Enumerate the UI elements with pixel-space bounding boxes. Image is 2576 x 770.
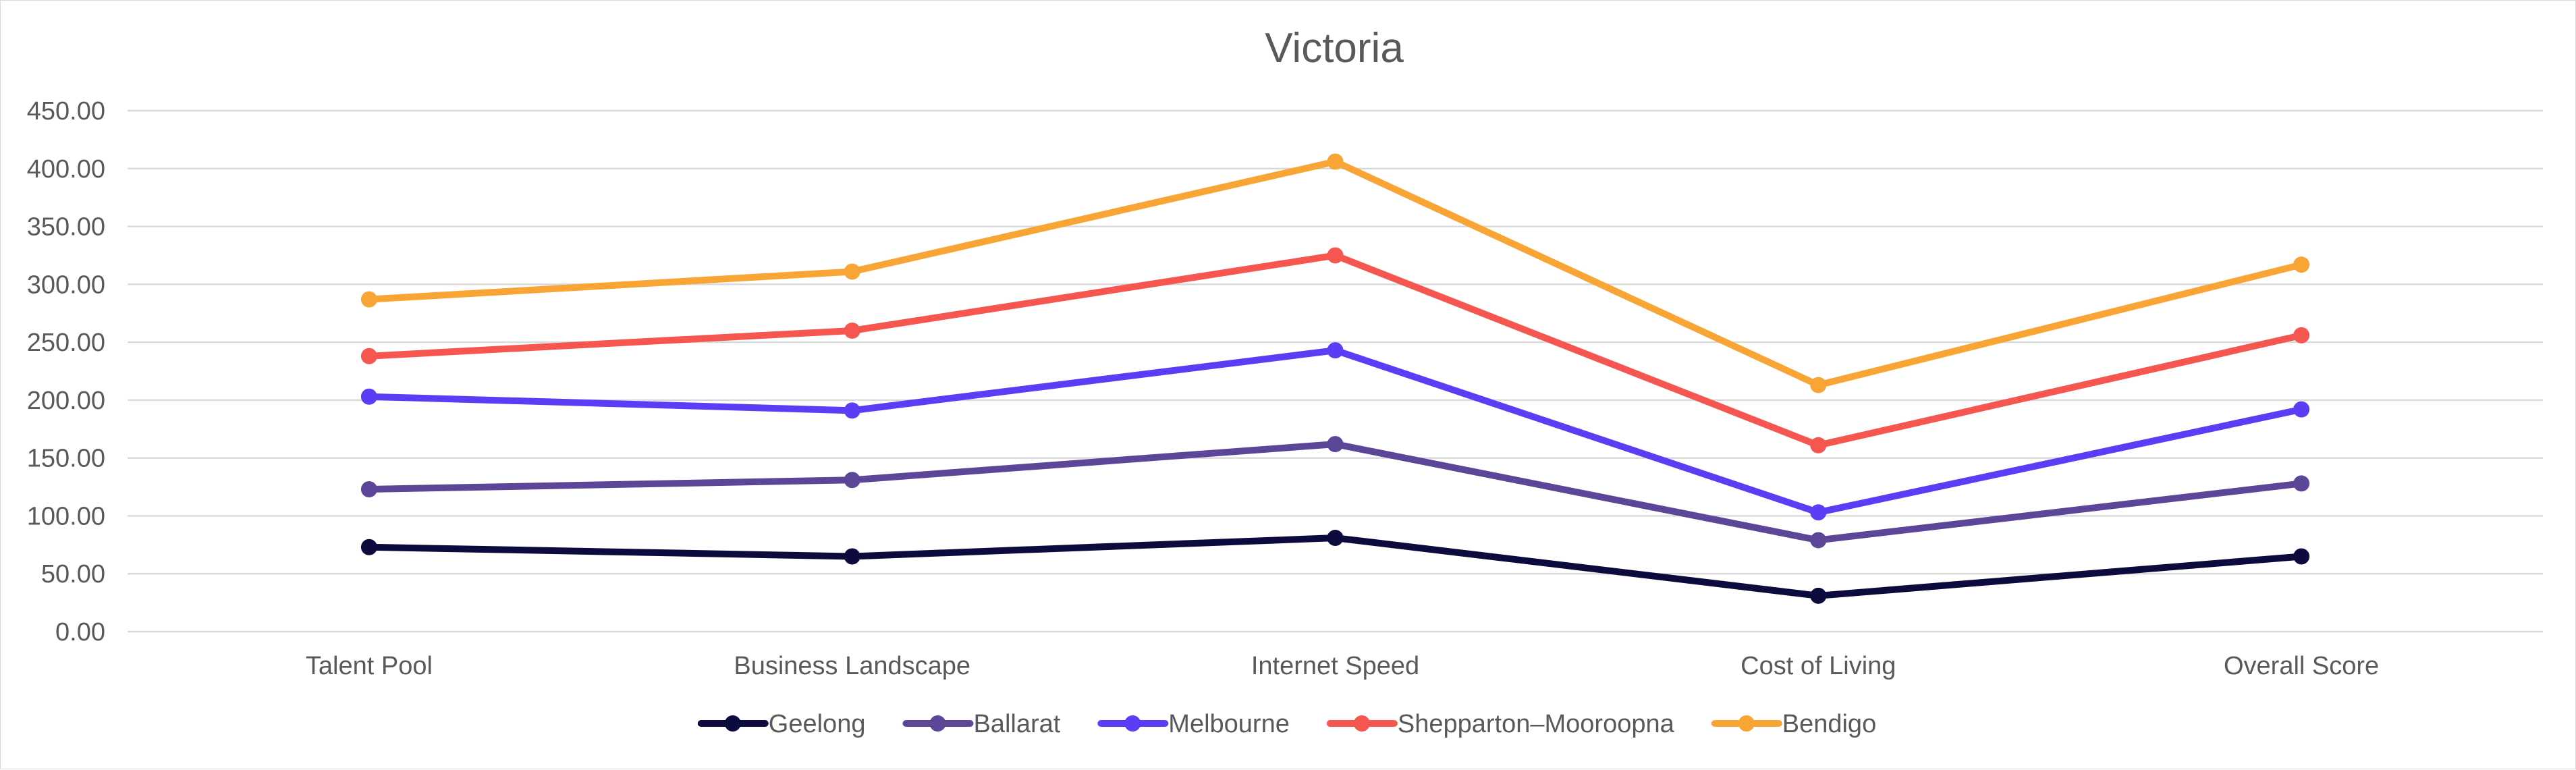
data-point (2293, 401, 2310, 418)
data-point (360, 480, 377, 497)
data-point (1327, 153, 1344, 170)
series-line (365, 534, 2305, 599)
series-geelong (360, 530, 2310, 604)
legend-label: Geelong (769, 710, 866, 738)
data-point (1810, 437, 1827, 453)
legend-label: Shepparton–Mooroopna (1398, 710, 1675, 738)
x-tick-label: Business Landscape (734, 652, 970, 680)
data-point (1810, 377, 1827, 393)
legend-swatch-marker (929, 715, 946, 732)
series-melbourne (360, 342, 2310, 521)
x-tick-label: Internet Speed (1251, 652, 1419, 680)
data-point (1810, 587, 1827, 604)
x-tick-label: Cost of Living (1741, 652, 1896, 680)
data-point (360, 348, 377, 364)
y-axis-tick-labels: 0.00 50.00 100.00 150.00 200.00 250.00 300.00 3… (27, 97, 105, 647)
data-point (844, 548, 860, 565)
y-tick-label: 100.00 (27, 502, 105, 530)
y-tick-label: 50.00 (41, 560, 105, 588)
data-point (844, 472, 860, 489)
series-line (365, 347, 2305, 516)
y-tick-label: 200.00 (27, 387, 105, 415)
series-plot-area (360, 153, 2310, 604)
y-tick-label: 450.00 (27, 97, 105, 126)
legend-item: Shepparton–Mooroopna (1326, 710, 1675, 738)
y-tick-label: 300.00 (27, 271, 105, 299)
x-tick-label: Talent Pool (306, 652, 433, 680)
legend-item: Geelong (697, 710, 866, 738)
data-point (360, 388, 377, 405)
data-point (2293, 327, 2310, 343)
x-axis-tick-labels: Talent Pool Business Landscape Internet Sp… (306, 652, 2379, 680)
legend-item: Bendigo (1711, 710, 1876, 738)
data-point (1327, 342, 1344, 359)
chart-title: Victoria (1265, 25, 1404, 72)
data-point (1327, 436, 1344, 453)
data-point (2293, 475, 2310, 492)
legend: Geelong Ballarat Melbourne Shepparton–Mooro… (697, 710, 1876, 738)
gridlines (128, 109, 2543, 633)
y-tick-label: 350.00 (27, 213, 105, 242)
series-ballarat (360, 436, 2310, 549)
legend-label: Ballarat (973, 710, 1060, 738)
data-point (844, 322, 860, 339)
data-point (1810, 504, 1827, 521)
legend-item: Ballarat (902, 710, 1061, 738)
y-tick-label: 150.00 (27, 445, 105, 473)
data-point (1810, 532, 1827, 549)
data-point (844, 402, 860, 419)
legend-label: Melbourne (1168, 710, 1290, 738)
legend-label: Bendigo (1782, 710, 1876, 738)
series-shepparton-mooroopna (360, 247, 2310, 453)
y-tick-label: 0.00 (55, 618, 105, 647)
legend-swatch-marker (724, 715, 741, 732)
data-point (1327, 247, 1344, 264)
data-point (360, 291, 377, 308)
series-bendigo (360, 153, 2310, 393)
y-tick-label: 250.00 (27, 329, 105, 357)
legend-swatch-marker (1124, 715, 1141, 732)
data-point (1327, 530, 1344, 547)
y-tick-label: 400.00 (27, 155, 105, 184)
data-point (2293, 256, 2310, 273)
legend-swatch-marker (1738, 715, 1755, 732)
legend-item: Melbourne (1097, 710, 1290, 738)
data-point (360, 539, 377, 555)
data-point (844, 263, 860, 280)
legend-swatch-marker (1353, 715, 1370, 732)
data-point (2293, 548, 2310, 565)
x-tick-label: Overall Score (2224, 652, 2379, 680)
